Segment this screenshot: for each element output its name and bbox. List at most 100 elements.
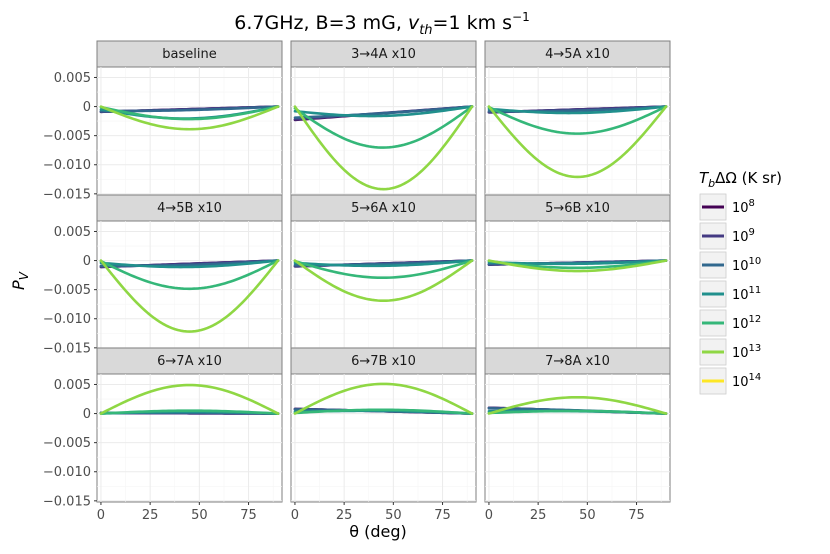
x-tick-label: 0	[97, 508, 105, 523]
y-tick-label: −0.015	[43, 187, 91, 202]
facet-label: 7→8A x10	[545, 354, 610, 369]
x-tick-label: 0	[291, 508, 299, 523]
facet-label: 3→4A x10	[351, 47, 416, 62]
y-tick-label: −0.015	[43, 494, 91, 509]
y-axis-title: PV	[9, 271, 31, 290]
facet-strip	[484, 347, 671, 375]
y-tick-label: −0.005	[43, 129, 91, 144]
legend-entry: 1012	[699, 309, 761, 337]
facet-panel: baseline 0.005 0 −0.005 −0.010 −0.015	[43, 40, 283, 202]
panel-background	[290, 373, 477, 503]
facet-panel: 6→7A x10 0.005 0 −0.005 −0.010 −0.015 0 25 50 75	[43, 347, 283, 523]
facet-panel: 4→5B x10 0.005 0 −0.005 −0.010 −0.015	[43, 194, 283, 356]
legend-label: 108	[732, 198, 755, 216]
legend-entry: 109	[699, 222, 755, 250]
series-line-1e12	[487, 105, 668, 135]
y-tick-label: 0	[83, 100, 91, 115]
legend-label: 1013	[732, 343, 761, 361]
series-line-1e13	[99, 105, 280, 131]
facet-panels: baseline 0.005 0 −0.005 −0.010 −0.015 3→4A x10…	[43, 40, 671, 523]
legend-entry: 1011	[699, 280, 761, 308]
y-tick-label: 0.005	[54, 71, 91, 86]
legend-label: 1012	[732, 314, 761, 332]
series-line-1e11	[487, 259, 668, 266]
axis-titles: θ (deg) PV	[9, 271, 407, 541]
series-line-1e11	[293, 105, 474, 118]
panel-background	[484, 220, 671, 350]
series-line-1e13	[293, 105, 474, 191]
legend-label: 1011	[732, 285, 761, 303]
series-line-1e12	[99, 105, 280, 121]
y-tick-label: −0.005	[43, 283, 91, 298]
series-line-1e13	[293, 382, 474, 415]
legend-entry: 108	[699, 193, 755, 221]
facet-label: 4→5B x10	[157, 201, 222, 216]
series-line-1e12	[487, 409, 668, 415]
legend-label: 1010	[732, 256, 761, 274]
y-tick-label: −0.010	[43, 465, 91, 480]
x-tick-label: 50	[385, 508, 402, 523]
facet-strip	[96, 40, 283, 68]
x-tick-label: 25	[142, 508, 159, 523]
x-tick-label: 25	[336, 508, 353, 523]
facet-label: 6→7B x10	[351, 354, 416, 369]
facet-panel: 5→6B x10	[484, 194, 671, 350]
facet-panel: 6→7B x10 0 25 50 75	[290, 347, 477, 523]
y-tick-label: 0	[83, 407, 91, 422]
x-axis-title: θ (deg)	[349, 522, 407, 541]
panel-background	[290, 220, 477, 350]
facet-panel: 7→8A x10 0 25 50 75	[484, 347, 671, 523]
series-line-1e13	[487, 395, 668, 415]
series-line-1e12	[293, 408, 474, 415]
facet-strip	[96, 194, 283, 222]
facet-panel: 5→6A x10	[290, 194, 477, 350]
facet-label: 6→7A x10	[157, 354, 222, 369]
series-line-1e13	[293, 259, 474, 303]
facet-label: 5→6B x10	[545, 201, 610, 216]
panel-background	[290, 66, 477, 196]
x-tick-label: 50	[579, 508, 596, 523]
panel-background	[96, 373, 283, 503]
series-line-1e10	[99, 105, 280, 113]
legend-entry: 1010	[699, 251, 761, 279]
x-tick-label: 50	[191, 508, 208, 523]
x-tick-label: 75	[434, 508, 451, 523]
legend: TbΔΩ (K sr) 108 109 1010 1011 1012 1013 1014	[699, 169, 782, 395]
legend-title: TbΔΩ (K sr)	[699, 169, 782, 190]
x-tick-label: 75	[240, 508, 257, 523]
y-tick-label: −0.015	[43, 341, 91, 356]
legend-label: 1014	[732, 372, 761, 390]
legend-label: 109	[732, 227, 755, 245]
y-tick-label: −0.005	[43, 436, 91, 451]
y-tick-label: −0.010	[43, 158, 91, 173]
legend-entry: 1013	[699, 338, 761, 366]
y-tick-label: −0.010	[43, 312, 91, 327]
x-tick-label: 0	[485, 508, 493, 523]
facet-panel: 3→4A x10	[290, 40, 477, 196]
legend-entry: 1014	[699, 367, 761, 395]
series-line-1e13	[487, 105, 668, 179]
series-line-1e11	[487, 105, 668, 115]
facet-strip	[484, 40, 671, 68]
panel-background	[484, 373, 671, 503]
y-tick-label: 0.005	[54, 378, 91, 393]
facet-label: baseline	[162, 47, 216, 62]
facet-strip	[290, 347, 477, 375]
facet-strip	[290, 194, 477, 222]
series-line-1e12	[99, 409, 280, 415]
panel-background	[96, 220, 283, 350]
y-tick-label: 0	[83, 254, 91, 269]
series-line-1e12	[293, 259, 474, 280]
x-tick-label: 75	[628, 508, 645, 523]
series-line-1e13	[487, 259, 668, 273]
x-tick-label: 25	[530, 508, 547, 523]
series-line-1e11	[99, 259, 280, 269]
facet-panel: 4→5A x10	[484, 40, 671, 196]
panel-background	[484, 66, 671, 196]
chart-title: 6.7GHz, B=3 mG, vth=1 km s−1	[234, 10, 529, 38]
series-line-1e13	[99, 259, 280, 333]
facet-strip	[96, 347, 283, 375]
facet-strip	[484, 194, 671, 222]
series-line-1e12	[293, 105, 474, 149]
